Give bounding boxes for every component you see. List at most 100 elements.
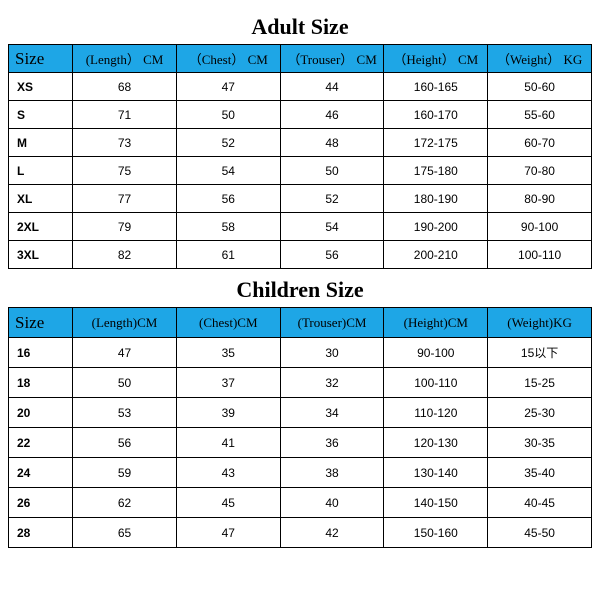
table-cell: 160-165 [384, 73, 488, 101]
table-cell: 2XL [9, 213, 73, 241]
table-cell: 40-45 [488, 488, 592, 518]
table-cell: 53 [73, 398, 177, 428]
table-cell: 56 [73, 428, 177, 458]
col-weight: （Weight） KG [488, 45, 592, 73]
table-cell: 61 [176, 241, 280, 269]
col-length: (Length)CM [73, 308, 177, 338]
table-cell: 56 [280, 241, 384, 269]
table-cell: 90-100 [488, 213, 592, 241]
table-cell: 47 [73, 338, 177, 368]
table-row: 26624540140-15040-45 [9, 488, 592, 518]
table-cell: 41 [176, 428, 280, 458]
table-cell: S [9, 101, 73, 129]
table-cell: 34 [280, 398, 384, 428]
children-size-body: 1647353090-10015以下18503732100-11015-2520… [9, 338, 592, 548]
table-cell: 54 [176, 157, 280, 185]
table-cell: 50 [176, 101, 280, 129]
col-size: Size [9, 308, 73, 338]
table-cell: 65 [73, 518, 177, 548]
table-cell: 200-210 [384, 241, 488, 269]
table-cell: L [9, 157, 73, 185]
table-cell: 24 [9, 458, 73, 488]
col-size: Size [9, 45, 73, 73]
table-cell: 71 [73, 101, 177, 129]
table-cell: 62 [73, 488, 177, 518]
table-cell: 56 [176, 185, 280, 213]
table-row: XL775652180-19080-90 [9, 185, 592, 213]
table-cell: 190-200 [384, 213, 488, 241]
table-cell: 59 [73, 458, 177, 488]
table-cell: 77 [73, 185, 177, 213]
table-cell: 75 [73, 157, 177, 185]
table-row: 20533934110-12025-30 [9, 398, 592, 428]
table-cell: 160-170 [384, 101, 488, 129]
table-cell: 172-175 [384, 129, 488, 157]
table-cell: 60-70 [488, 129, 592, 157]
table-row: 28654742150-16045-50 [9, 518, 592, 548]
table-cell: 15-25 [488, 368, 592, 398]
table-cell: 3XL [9, 241, 73, 269]
table-row: S715046160-17055-60 [9, 101, 592, 129]
table-cell: 43 [176, 458, 280, 488]
table-row: L755450175-18070-80 [9, 157, 592, 185]
col-trouser: (Trouser)CM [280, 308, 384, 338]
table-cell: 82 [73, 241, 177, 269]
table-row: 18503732100-11015-25 [9, 368, 592, 398]
table-cell: 150-160 [384, 518, 488, 548]
table-cell: 25-30 [488, 398, 592, 428]
table-row: 2XL795854190-20090-100 [9, 213, 592, 241]
table-cell: 58 [176, 213, 280, 241]
table-cell: 73 [73, 129, 177, 157]
table-cell: 15以下 [488, 338, 592, 368]
table-cell: 175-180 [384, 157, 488, 185]
table-cell: 140-150 [384, 488, 488, 518]
table-row: M735248172-17560-70 [9, 129, 592, 157]
table-cell: 180-190 [384, 185, 488, 213]
table-cell: 120-130 [384, 428, 488, 458]
table-cell: 52 [176, 129, 280, 157]
table-cell: 90-100 [384, 338, 488, 368]
table-cell: 37 [176, 368, 280, 398]
col-chest: （Chest） CM [176, 45, 280, 73]
adult-size-title: Adult Size [8, 6, 592, 44]
table-cell: 46 [280, 101, 384, 129]
table-cell: 28 [9, 518, 73, 548]
table-cell: 35-40 [488, 458, 592, 488]
table-cell: 36 [280, 428, 384, 458]
table-cell: 47 [176, 518, 280, 548]
table-cell: 48 [280, 129, 384, 157]
children-size-title: Children Size [8, 269, 592, 307]
col-height: （Height） CM [384, 45, 488, 73]
col-length: (Length） CM [73, 45, 177, 73]
table-cell: 130-140 [384, 458, 488, 488]
table-cell: XL [9, 185, 73, 213]
table-cell: 55-60 [488, 101, 592, 129]
table-row: 22564136120-13030-35 [9, 428, 592, 458]
table-cell: 44 [280, 73, 384, 101]
table-cell: 32 [280, 368, 384, 398]
table-cell: 70-80 [488, 157, 592, 185]
table-header-row: Size (Length） CM （Chest） CM （Trouser） CM… [9, 45, 592, 73]
table-cell: 35 [176, 338, 280, 368]
col-weight: (Weight)KG [488, 308, 592, 338]
table-cell: 45-50 [488, 518, 592, 548]
children-size-table: Size (Length)CM (Chest)CM (Trouser)CM (H… [8, 307, 592, 548]
table-cell: 30-35 [488, 428, 592, 458]
table-cell: 100-110 [488, 241, 592, 269]
table-header-row: Size (Length)CM (Chest)CM (Trouser)CM (H… [9, 308, 592, 338]
table-cell: 100-110 [384, 368, 488, 398]
col-trouser: （Trouser） CM [280, 45, 384, 73]
table-cell: 47 [176, 73, 280, 101]
table-cell: 20 [9, 398, 73, 428]
table-cell: XS [9, 73, 73, 101]
table-row: XS684744160-16550-60 [9, 73, 592, 101]
table-cell: 38 [280, 458, 384, 488]
table-cell: 39 [176, 398, 280, 428]
adult-size-body: XS684744160-16550-60S715046160-17055-60M… [9, 73, 592, 269]
table-cell: 52 [280, 185, 384, 213]
table-cell: M [9, 129, 73, 157]
table-cell: 30 [280, 338, 384, 368]
table-cell: 50 [280, 157, 384, 185]
col-height: (Height)CM [384, 308, 488, 338]
table-cell: 110-120 [384, 398, 488, 428]
